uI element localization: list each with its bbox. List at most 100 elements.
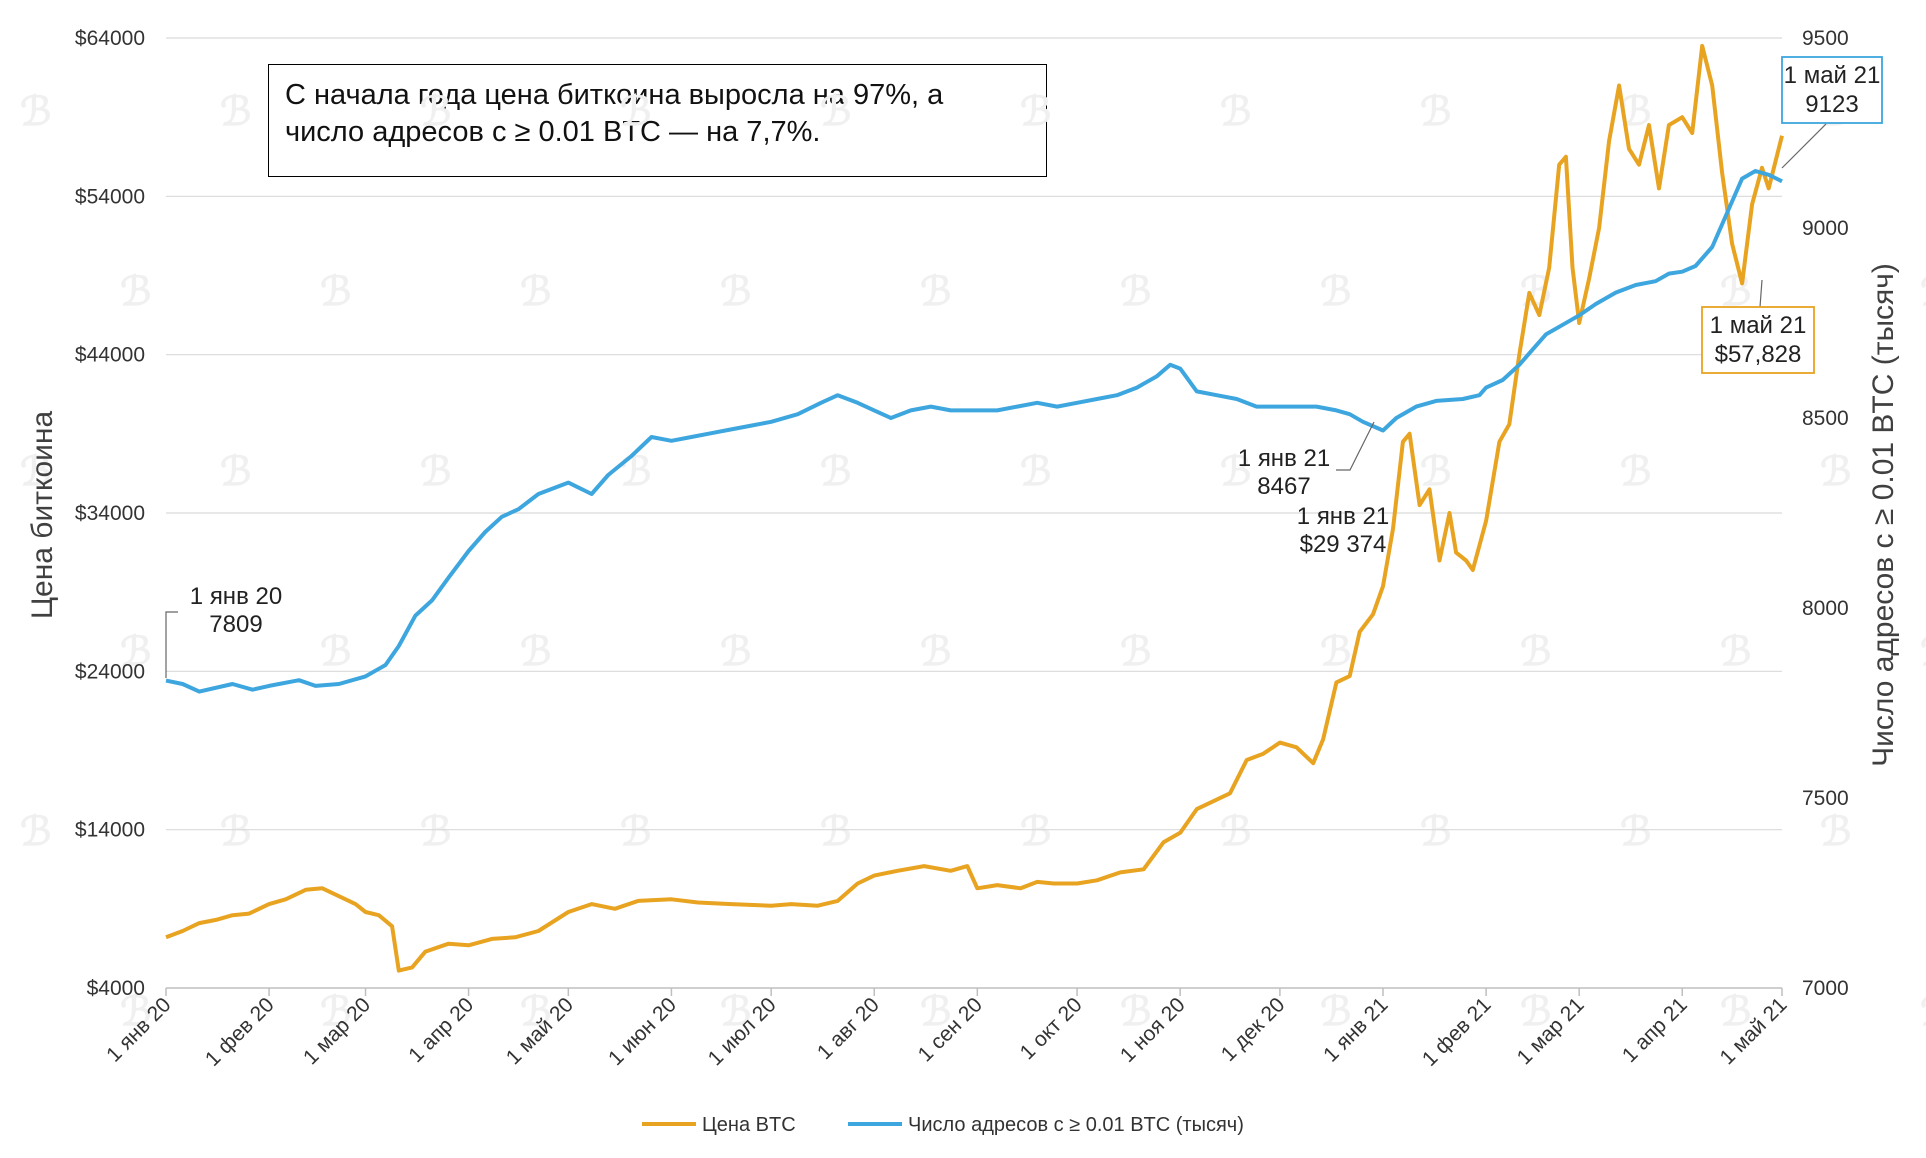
watermark-logo: ℬ [220, 90, 251, 134]
watermark-logo: ℬ [1320, 270, 1351, 314]
watermark-logo: ℬ [420, 450, 451, 494]
annotation-text: 1 май 21 [1784, 62, 1881, 89]
x-tick-label: 1 апр 20 [404, 993, 478, 1067]
annotation-price-may21: 1 май 21 $57,828 [1701, 279, 1815, 374]
x-tick-label: 1 фев 21 [1418, 993, 1496, 1071]
watermark-logo: ℬ [620, 810, 651, 854]
watermark-logo: ℬ [1220, 810, 1251, 854]
right-tick: 7500 [1802, 787, 1849, 810]
watermark-logo: ℬ [220, 810, 251, 854]
watermark-logo: ℬ [120, 270, 151, 314]
x-tick-label: 1 авг 20 [813, 993, 884, 1064]
right-tick: 8500 [1802, 407, 1849, 430]
watermark-logo: ℬ [1720, 630, 1751, 674]
annotation-text: 1 май 21 [1710, 312, 1807, 339]
annotation-box [1701, 306, 1815, 374]
watermark-logo: ℬ [1320, 630, 1351, 674]
watermark-logo: ℬ [520, 990, 551, 1034]
watermark-logo: ℬ [920, 270, 951, 314]
legend-label-addresses: Число адресов с ≥ 0.01 BTC (тысяч) [908, 1114, 1244, 1136]
watermark-logo: ℬ [1620, 810, 1651, 854]
x-tick-label: 1 апр 21 [1618, 993, 1692, 1067]
watermark-logo: ℬ [1720, 990, 1751, 1034]
watermark-logo: ℬ [620, 450, 651, 494]
watermark-logo: ℬ [320, 270, 351, 314]
watermark-logo: ℬ [1120, 990, 1151, 1034]
annotation-text: 1 янв 20 [190, 583, 282, 610]
annotation-addr-may21: 1 май 21 9123 [1781, 56, 1883, 169]
watermark-logo: ℬ [720, 990, 751, 1034]
watermark-logo: ℬ [320, 990, 351, 1034]
left-tick: $44000 [75, 344, 145, 367]
watermark-logo: ℬ [820, 810, 851, 854]
leader-line [165, 611, 178, 678]
watermark-logo: ℬ [520, 270, 551, 314]
annotation-price-jan21: 1 янв 21 $29 374 [1297, 503, 1389, 558]
leader-line [1336, 421, 1375, 471]
watermark-logo: ℬ [1320, 990, 1351, 1034]
watermark-logo: ℬ [1820, 810, 1851, 854]
watermark-logo: ℬ [1520, 990, 1551, 1034]
annotation-text: $29 374 [1300, 531, 1387, 558]
right-axis: 9500 9000 8500 8000 7500 7000 [1802, 27, 1849, 1000]
annotation-text: 8467 [1257, 473, 1310, 500]
watermark-logo: ℬ [720, 630, 751, 674]
left-tick: $4000 [87, 977, 145, 1000]
annotation-addr-jan21: 1 янв 21 8467 [1238, 421, 1375, 500]
watermark-logo: ℬ [620, 90, 651, 134]
watermark-logo: ℬ [1520, 630, 1551, 674]
watermark-logo: ℬ [120, 630, 151, 674]
watermark-logo: ℬ [420, 90, 451, 134]
watermark-logo: ℬ [1020, 450, 1051, 494]
addresses-line [165, 169, 1783, 694]
watermark-logo: ℬ [1920, 990, 1926, 1034]
annotation-text: 1 янв 21 [1297, 503, 1389, 530]
watermark-logo: ℬ [920, 630, 951, 674]
annotation-text: 7809 [209, 611, 262, 638]
watermark-logo: ℬ [320, 630, 351, 674]
watermark-logo: ℬ [20, 450, 51, 494]
right-tick: 7000 [1802, 977, 1849, 1000]
watermark-logo: ℬ [120, 990, 151, 1034]
watermark-logo: ℬ [20, 810, 51, 854]
watermark-logo: ℬ [1420, 810, 1451, 854]
watermark-logo: ℬ [820, 90, 851, 134]
x-tick-label: 1 фев 20 [201, 993, 279, 1071]
left-axis: $64000 $54000 $44000 $34000 $24000 $1400… [75, 27, 145, 1000]
left-tick: $14000 [75, 819, 145, 842]
annotation-text: $57,828 [1715, 341, 1802, 368]
summary-note: С начала года цена биткоина выросла на 9… [268, 64, 1047, 177]
watermark-logo: ℬ [1420, 90, 1451, 134]
watermark-logo: ℬ [1020, 90, 1051, 134]
watermark-logo: ℬ [1020, 810, 1051, 854]
left-axis-title: Цена биткоина [26, 411, 59, 620]
annotation-text: 9123 [1805, 91, 1858, 118]
watermark-logo: ℬ [1220, 450, 1251, 494]
x-tick-label: 1 дек 20 [1217, 993, 1290, 1066]
watermark-logo: ℬ [1120, 270, 1151, 314]
left-tick: $54000 [75, 185, 145, 208]
watermark-logo: ℬ [1620, 450, 1651, 494]
x-tick-label: 1 июн 20 [604, 993, 681, 1070]
annotation-box [1781, 56, 1883, 124]
right-axis-title: Число адресов с ≥ 0.01 BTC (тысяч) [1867, 263, 1900, 767]
watermark-logo: ℬ [1220, 90, 1251, 134]
watermark-logo: ℬ [720, 270, 751, 314]
watermark-logo: ℬ [1920, 630, 1926, 674]
watermark-logos: ℬ ℬ ℬ ℬ ℬ ℬ ℬ ℬ ℬ ℬ ℬ ℬ ℬ ℬ ℬ ℬ ℬ ℬ ℬ ℬ ℬ ℬ ℬ ℬ ℬ ℬ ℬ ℬ ℬ ℬ ℬ ℬ ℬ ℬ ℬ ℬ ℬ ℬ ℬ ℬ… [20, 90, 1926, 1034]
watermark-logo: ℬ [1920, 270, 1926, 314]
leader-line [1781, 123, 1827, 169]
watermark-logo: ℬ [1420, 450, 1451, 494]
watermark-logo: ℬ [220, 450, 251, 494]
leader-line [1759, 279, 1763, 308]
right-tick: 8000 [1802, 597, 1849, 620]
gridlines [166, 37, 1782, 831]
legend: Цена BTC Число адресов с ≥ 0.01 BTC (тыс… [642, 1114, 1244, 1136]
right-tick: 9000 [1802, 217, 1849, 240]
annotation-text: 1 янв 21 [1238, 445, 1330, 472]
watermark-logo: ℬ [920, 990, 951, 1034]
watermark-logo: ℬ [420, 810, 451, 854]
watermark-logo: ℬ [1120, 630, 1151, 674]
watermark-logo: ℬ [520, 630, 551, 674]
